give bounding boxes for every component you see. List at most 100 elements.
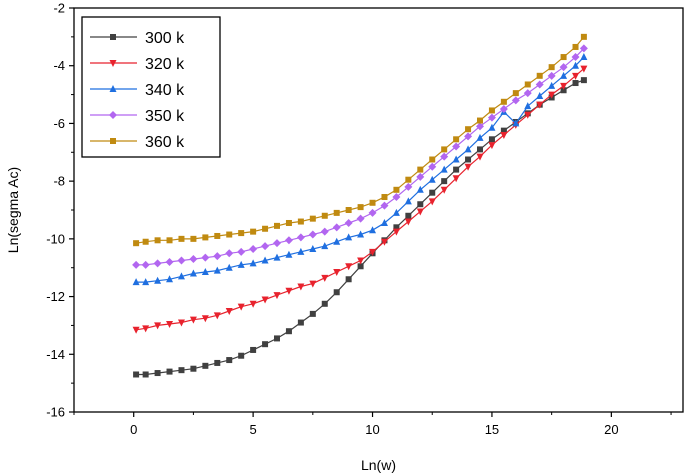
data-point bbox=[344, 218, 353, 227]
data-point bbox=[321, 212, 328, 219]
series-320-k bbox=[132, 65, 588, 334]
data-point bbox=[369, 199, 376, 206]
data-point bbox=[345, 233, 353, 241]
data-point bbox=[190, 365, 197, 372]
data-point bbox=[440, 186, 448, 194]
data-point bbox=[133, 371, 140, 378]
data-point bbox=[464, 132, 473, 141]
data-point bbox=[285, 287, 293, 295]
data-point bbox=[225, 249, 234, 258]
data-point bbox=[548, 91, 556, 99]
data-point bbox=[249, 300, 257, 308]
data-point bbox=[441, 178, 448, 185]
data-point bbox=[368, 208, 377, 217]
data-point bbox=[273, 239, 281, 248]
data-point bbox=[321, 242, 329, 250]
data-point bbox=[500, 98, 507, 105]
series-340-k bbox=[132, 53, 588, 286]
data-point bbox=[357, 230, 365, 238]
data-point bbox=[404, 218, 412, 226]
data-point bbox=[165, 257, 174, 266]
data-point bbox=[477, 117, 483, 124]
data-point bbox=[369, 248, 377, 256]
data-point bbox=[580, 33, 587, 40]
legend: 300 k 320 k 340 k 350 k 360 k bbox=[81, 16, 221, 158]
data-point bbox=[249, 259, 257, 267]
data-point bbox=[296, 233, 305, 242]
legend-swatch-marker bbox=[110, 34, 116, 40]
data-point bbox=[572, 80, 579, 87]
legend-label: 300 k bbox=[145, 30, 185, 47]
data-point bbox=[476, 133, 484, 141]
data-point bbox=[417, 201, 424, 208]
data-point bbox=[309, 244, 317, 252]
data-point bbox=[201, 268, 209, 276]
data-point bbox=[225, 308, 233, 315]
data-point bbox=[345, 276, 352, 283]
data-point bbox=[356, 214, 365, 223]
data-point bbox=[477, 146, 483, 153]
legend-box bbox=[81, 16, 221, 158]
data-point bbox=[132, 260, 141, 269]
legend-swatch-marker bbox=[109, 111, 117, 119]
y-tick-label: -2 bbox=[53, 1, 65, 16]
data-point bbox=[213, 312, 221, 320]
data-point bbox=[297, 319, 304, 326]
data-point bbox=[273, 292, 281, 300]
x-tick-label: 0 bbox=[130, 422, 137, 437]
y-tick-label: -16 bbox=[46, 405, 65, 420]
data-point bbox=[572, 43, 579, 50]
data-point bbox=[238, 352, 245, 359]
data-point bbox=[580, 65, 588, 73]
series-350-k bbox=[132, 44, 588, 269]
data-point bbox=[189, 255, 198, 264]
data-point bbox=[357, 204, 364, 211]
data-point bbox=[332, 223, 341, 232]
data-point bbox=[512, 90, 519, 97]
data-point bbox=[571, 53, 580, 62]
data-point bbox=[142, 278, 150, 286]
data-point bbox=[213, 252, 222, 261]
data-point bbox=[250, 346, 257, 353]
data-point bbox=[452, 175, 460, 183]
legend-label: 360 k bbox=[145, 134, 185, 151]
data-point bbox=[560, 54, 567, 61]
data-point bbox=[297, 247, 305, 255]
data-point bbox=[177, 256, 186, 265]
data-point bbox=[548, 81, 556, 89]
data-point bbox=[488, 123, 496, 131]
data-point bbox=[381, 194, 388, 201]
x-tick-label: 15 bbox=[485, 422, 499, 437]
data-point bbox=[547, 71, 556, 80]
data-point bbox=[512, 119, 520, 127]
data-point bbox=[380, 218, 388, 226]
data-point bbox=[524, 111, 532, 119]
data-point bbox=[201, 315, 209, 323]
data-point bbox=[284, 236, 293, 245]
data-point bbox=[453, 166, 460, 173]
data-point bbox=[580, 77, 587, 84]
data-point bbox=[142, 238, 149, 245]
data-point bbox=[572, 61, 580, 69]
data-point bbox=[453, 136, 460, 143]
data-point bbox=[308, 230, 317, 239]
data-point bbox=[476, 153, 484, 161]
y-tick-label: -10 bbox=[46, 231, 65, 246]
x-tick-label: 10 bbox=[365, 422, 379, 437]
data-point bbox=[429, 189, 436, 196]
data-point bbox=[261, 242, 270, 251]
data-point bbox=[488, 142, 496, 150]
data-point bbox=[560, 82, 568, 90]
data-point bbox=[237, 260, 245, 268]
data-point bbox=[488, 107, 495, 114]
data-point bbox=[225, 263, 233, 271]
data-point bbox=[464, 145, 472, 153]
y-tick-label: -12 bbox=[46, 289, 65, 304]
data-point bbox=[237, 303, 245, 311]
data-point bbox=[392, 193, 401, 202]
data-point bbox=[202, 362, 209, 369]
data-point bbox=[452, 142, 461, 151]
data-point bbox=[261, 256, 269, 264]
data-point bbox=[357, 257, 365, 265]
data-point bbox=[548, 64, 555, 71]
